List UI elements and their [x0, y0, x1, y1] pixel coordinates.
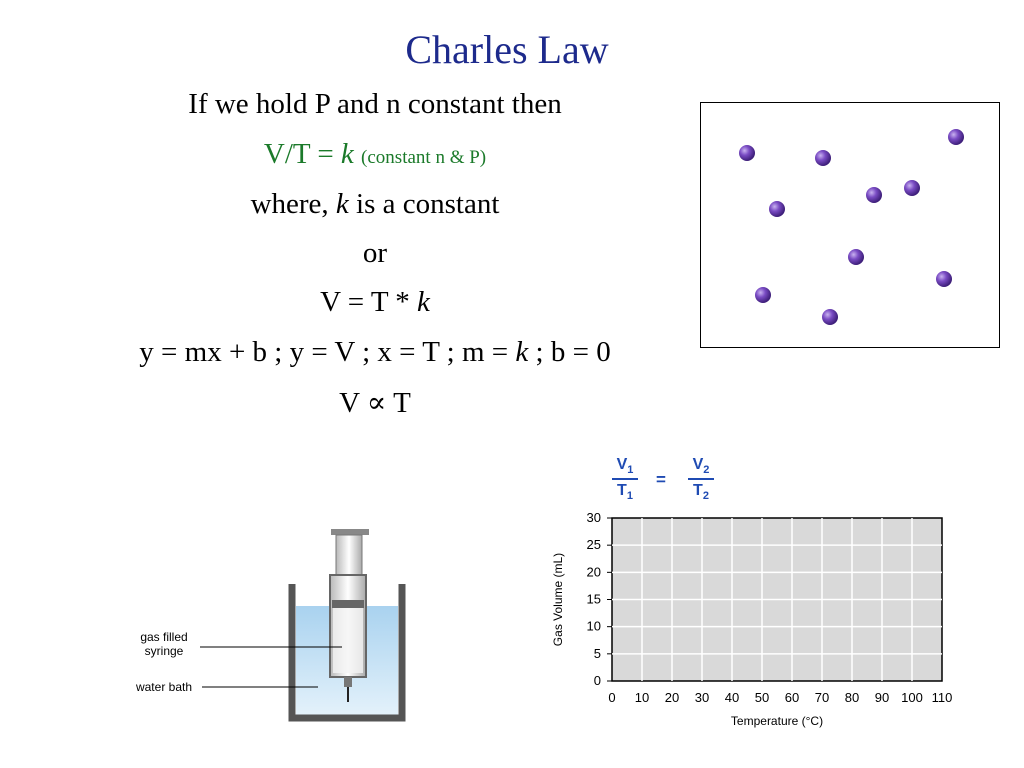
- v-equals-text: V = T *: [320, 286, 418, 318]
- gas-syringe-label: gas filled: [140, 630, 187, 644]
- text-line-or: or: [362, 237, 388, 269]
- syringe-water-bath-diagram: gas filled syringe water bath: [135, 529, 406, 722]
- x-axis-label: Temperature (°C): [731, 714, 823, 728]
- slide-title: Charles Law: [405, 27, 609, 72]
- subscript: 2: [703, 464, 710, 477]
- text-line-hold-constant: If we hold P and n constant then: [188, 88, 562, 120]
- y-axis-label: Gas Volume (mL): [551, 553, 565, 646]
- intercept-text: ; b = 0: [528, 336, 611, 368]
- gas-syringe-label: syringe: [145, 644, 184, 658]
- ratio-expression: V/T =: [263, 138, 341, 170]
- subscript: 1: [626, 490, 633, 503]
- x-tick-label: 40: [725, 690, 739, 705]
- gas-molecule: [822, 309, 838, 325]
- x-tick-label: 60: [785, 690, 799, 705]
- linear-text: y = mx + b ; y = V ; x = T ; m =: [139, 336, 516, 368]
- where-text: where,: [250, 188, 336, 220]
- equals-sign: =: [656, 470, 666, 489]
- x-tick-label: 110: [932, 690, 953, 705]
- x-tick-label: 10: [635, 690, 649, 705]
- y-tick-label: 30: [587, 510, 601, 525]
- y-tick-label: 5: [594, 646, 601, 661]
- gas-molecule: [936, 271, 952, 287]
- plunger-cap: [331, 529, 369, 535]
- gas-molecule: [769, 201, 785, 217]
- gas-molecules-box: [700, 102, 1000, 348]
- charles-law-equation: V1 T1 = V2 T2: [612, 456, 722, 508]
- y-tick-label: 15: [587, 592, 601, 607]
- ratio-note: (constant n & P): [361, 147, 487, 168]
- x-tick-label: 0: [608, 690, 615, 705]
- y-tick-label: 0: [594, 673, 601, 688]
- x-tick-label: 100: [901, 690, 923, 705]
- y-tick-label: 20: [587, 564, 601, 579]
- t-letter: T: [617, 482, 627, 500]
- k-symbol: k: [417, 286, 430, 318]
- x-tick-label: 50: [755, 690, 769, 705]
- plunger-rod: [335, 534, 363, 578]
- gas-molecule: [739, 145, 755, 161]
- gas-molecule: [866, 187, 882, 203]
- text-line-v-equals: V = T * k: [0, 286, 750, 319]
- x-tick-label: 90: [875, 690, 889, 705]
- x-tick-label: 30: [695, 690, 709, 705]
- t-letter: T: [693, 482, 703, 500]
- fraction-v1-t1: V1 T1: [612, 456, 638, 502]
- volume-temperature-chart: 0 10 20 30 40 50 60 70 80 90 100 110 0 5 10 15 20 25 30 Tem…: [551, 510, 953, 728]
- k-symbol: k: [340, 138, 354, 170]
- text-line-where: where, k is a constant: [0, 188, 750, 221]
- text-line-proportional: V ∝ T: [339, 387, 411, 419]
- text-line-ratio: V/T = k (constant n & P): [0, 138, 750, 171]
- x-tick-label: 70: [815, 690, 829, 705]
- y-tick-label: 10: [587, 619, 601, 634]
- gas-molecule: [815, 150, 831, 166]
- gas-region: [333, 608, 363, 673]
- y-tick-label: 25: [587, 537, 601, 552]
- gas-molecules-illustration: [739, 129, 964, 325]
- gas-molecule: [848, 249, 864, 265]
- gas-molecule: [948, 129, 964, 145]
- text-line-linear: y = mx + b ; y = V ; x = T ; m = k ; b =…: [0, 336, 750, 369]
- x-tick-label: 80: [845, 690, 859, 705]
- v-letter: V: [616, 456, 628, 473]
- fraction-v2-t2: V2 T2: [688, 456, 714, 502]
- water-bath-label: water bath: [135, 680, 192, 694]
- constant-text: is a constant: [348, 188, 500, 220]
- gas-molecule: [755, 287, 771, 303]
- plunger-head: [332, 600, 364, 608]
- subscript: 1: [627, 464, 634, 477]
- k-symbol: k: [335, 188, 349, 220]
- beaker: [288, 584, 406, 722]
- x-tick-label: 20: [665, 690, 679, 705]
- v-letter: V: [692, 456, 704, 473]
- subscript: 2: [702, 490, 709, 503]
- k-symbol: k: [515, 336, 529, 368]
- syringe-tip: [344, 677, 352, 687]
- gas-molecule: [904, 180, 920, 196]
